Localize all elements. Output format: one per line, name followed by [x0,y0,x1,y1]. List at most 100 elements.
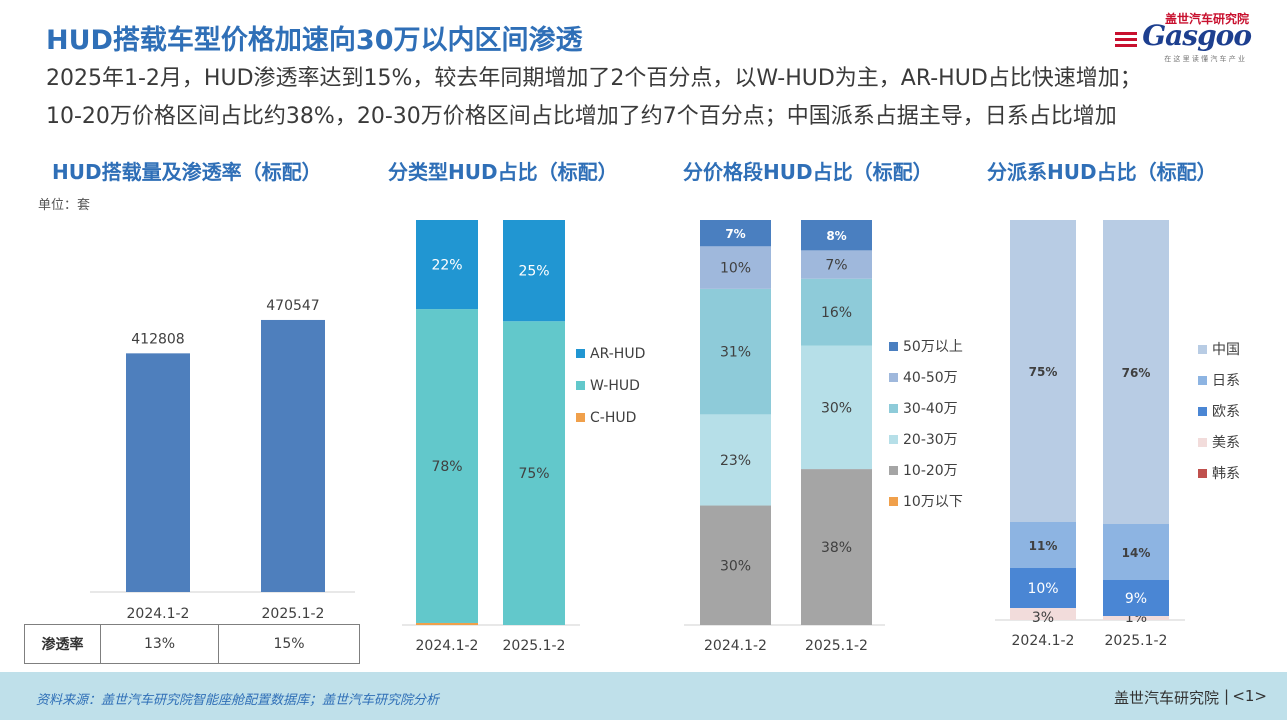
x-tick-label: 2024.1-2 [416,638,479,654]
legend-label: 50万以上 [903,339,963,355]
panel-title-price: 分价格段HUD占比（标配） [683,160,933,184]
legend-swatch [1198,469,1207,478]
legend-label: 韩系 [1212,466,1240,482]
segment-欧系 [1103,580,1169,616]
data-label: 470547 [266,298,319,314]
footer-separator: | [1223,687,1229,705]
legend-label: 10-20万 [903,463,958,479]
table-row: 渗透率 13% 15% [24,624,360,664]
segment-中国 [1103,220,1169,524]
data-label: 38% [821,540,852,556]
penetration-table: 渗透率 13% 15% [24,624,360,664]
segment-AR-HUD [503,220,565,322]
legend-swatch [576,349,585,358]
data-label: 7% [825,258,847,274]
logo-en-text: Gasgoo [1142,19,1252,52]
legend-label: 20-30万 [903,432,958,448]
penetration-2025: 15% [218,624,360,664]
legend-label: 美系 [1212,435,1240,451]
page-number: <1> [1232,687,1267,705]
data-label: 14% [1122,546,1151,560]
legend-swatch [576,381,585,390]
x-tick-label: 2024.1-2 [704,638,767,654]
data-label: 75% [518,466,549,482]
segment-10-20万 [700,505,771,625]
gasgoo-logo: 盖世汽车研究院 Gasgoo 在 这 里 读 懂 汽 车 产 业 [1111,10,1252,63]
data-label: 10% [720,261,751,277]
segment-50万以上 [700,220,771,247]
data-label: 30% [821,400,852,416]
segment-美系 [1010,608,1076,620]
footer-brand: 盖世汽车研究院 [1113,689,1219,707]
segment-20-30万 [801,345,872,470]
segment-美系 [1103,616,1169,620]
data-label: 30% [720,558,751,574]
segment-AR-HUD [416,220,478,310]
summary-line-1: 2025年1-2月，HUD渗透率达到15%，较去年同期增加了2个百分点，以W-H… [46,66,1142,91]
legend-label: C-HUD [590,410,636,426]
unit-label: 单位：套 [38,198,91,213]
segment-30-40万 [801,278,872,346]
segment-欧系 [1010,568,1076,608]
segment-W-HUD [416,309,478,623]
data-label: 10% [1027,581,1058,597]
data-label: 3% [1032,610,1054,626]
data-label: 76% [1122,366,1151,380]
panel-title-type: 分类型HUD占比（标配） [388,160,618,184]
data-label: 9% [1125,591,1147,607]
panel-title-volume: HUD搭载量及渗透率（标配） [52,160,322,184]
legend-swatch [576,413,585,422]
x-tick-label: 2024.1-2 [1012,633,1075,649]
summary-line-2: 10-20万价格区间占比约38%，20-30万价格区间占比增加了约7个百分点；中… [46,104,1117,129]
data-label: 23% [720,453,751,469]
segment-W-HUD [503,321,565,625]
legend-swatch [1198,345,1207,354]
penetration-2024: 13% [100,624,219,664]
page-title: HUD搭载车型价格加速向30万以内区间渗透 [46,25,583,56]
legend-swatch [1198,438,1207,447]
segment-40-50万 [801,250,872,279]
legend-swatch [889,373,898,382]
data-label: 11% [1029,539,1058,553]
x-tick-label: 2025.1-2 [805,638,868,654]
legend-swatch [1198,376,1207,385]
legend-label: 中国 [1212,342,1240,358]
segment-30-40万 [700,288,771,415]
bar-2025.1-2 [261,319,325,592]
legend-label: W-HUD [590,378,640,394]
legend-label: AR-HUD [590,346,645,362]
x-tick-label: 2025.1-2 [1105,633,1168,649]
segment-10-20万 [801,469,872,625]
data-label: 25% [518,264,549,280]
data-label: 78% [431,459,462,475]
x-tick-label: 2025.1-2 [503,638,566,654]
segment-40-50万 [700,246,771,289]
segment-50万以上 [801,220,872,251]
legend-label: 40-50万 [903,370,958,386]
bar-2024.1-2 [126,353,190,592]
legend-swatch [889,435,898,444]
data-label: 412808 [131,331,184,347]
legend-label: 30-40万 [903,401,958,417]
data-label: 22% [431,258,462,274]
segment-日系 [1010,522,1076,568]
legend-label: 日系 [1212,373,1240,389]
footer-bar: 资料来源：盖世汽车研究院智能座舱配置数据库；盖世汽车研究院分析 盖世汽车研究院 … [0,672,1287,720]
legend-swatch [889,466,898,475]
x-tick-label: 2025.1-2 [262,606,325,622]
source-note: 资料来源：盖世汽车研究院智能座舱配置数据库；盖世汽车研究院分析 [36,693,440,708]
legend-swatch [889,342,898,351]
legend-label: 10万以下 [903,494,963,510]
logo-stripe-icon [1115,32,1137,35]
data-label: 31% [720,345,751,361]
x-tick-label: 2024.1-2 [127,606,190,622]
segment-C-HUD [416,622,478,625]
data-label: 7% [725,227,745,241]
segment-中国 [1010,220,1076,522]
legend-swatch [1198,407,1207,416]
segment-日系 [1103,524,1169,580]
data-label: 75% [1029,365,1058,379]
logo-cn-text: 盖世汽车研究院 [1164,12,1249,26]
data-label: 16% [821,305,852,321]
